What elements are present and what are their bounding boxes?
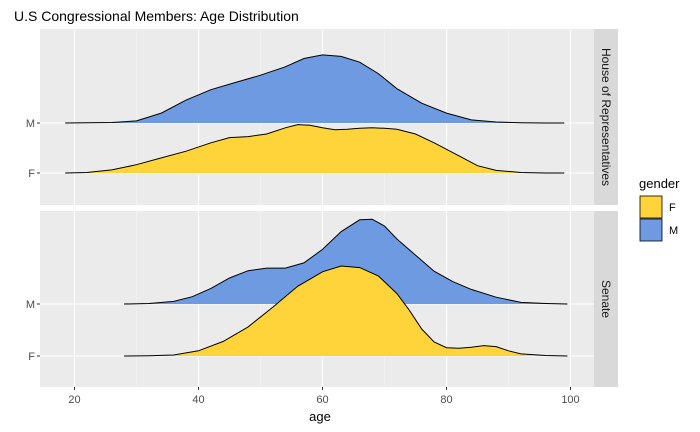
x-axis: 20 40 60 80 100 <box>68 387 580 406</box>
facet-strip <box>594 29 618 205</box>
density-ridge-f <box>65 124 565 173</box>
legend-swatch-m <box>639 218 663 242</box>
legend-title: gender <box>639 176 680 191</box>
panels: F M House of Representatives F M Senate <box>26 29 618 387</box>
y-tick-label-m: M <box>26 299 35 311</box>
x-tick-label: 20 <box>68 394 80 406</box>
x-tick-label: 60 <box>316 394 328 406</box>
density-ridge-f <box>124 266 568 356</box>
density-ridge-m <box>124 219 568 304</box>
facet-strip-label: Senate <box>599 280 613 318</box>
y-tick-label-f: F <box>28 168 35 180</box>
panel-senate: F M Senate <box>26 211 618 387</box>
chart-title: U.S Congressional Members: Age Distribut… <box>14 8 299 24</box>
x-tick-label: 80 <box>440 394 452 406</box>
legend: gender F M <box>639 176 680 242</box>
y-tick-label-f: F <box>28 351 35 363</box>
x-tick-label: 100 <box>561 394 579 406</box>
y-tick-label-m: M <box>26 118 35 130</box>
density-outline-f <box>65 124 565 174</box>
density-ridge-m <box>65 54 565 123</box>
x-tick-label: 40 <box>192 394 204 406</box>
facet-strip-label: House of Representatives <box>599 48 613 186</box>
legend-label-f: F <box>669 202 676 214</box>
panel-house-of-representatives: F M House of Representatives <box>26 29 618 205</box>
legend-swatch-f <box>639 195 663 219</box>
facet-strip <box>594 211 618 387</box>
density-outline-m <box>124 218 568 305</box>
density-outline-m <box>65 54 565 124</box>
x-axis-title: age <box>309 409 331 424</box>
legend-label-m: M <box>669 225 678 237</box>
density-outline-f <box>124 265 568 357</box>
